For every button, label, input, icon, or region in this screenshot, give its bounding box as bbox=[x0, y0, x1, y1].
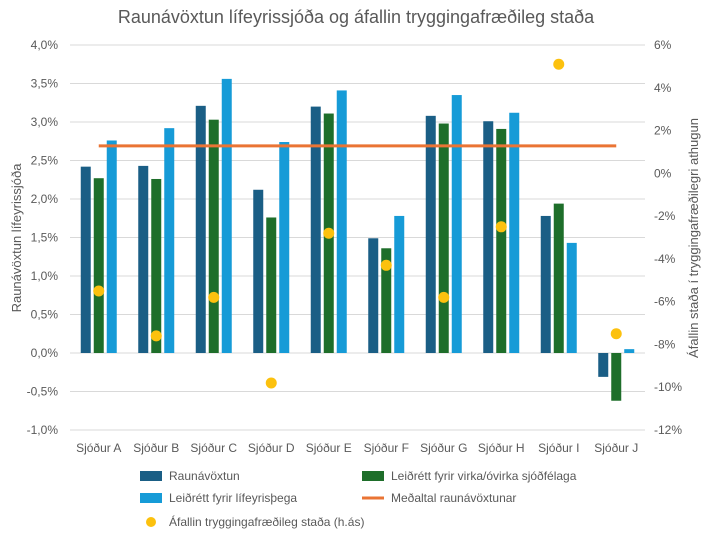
bar-1 bbox=[425, 115, 436, 353]
y2-tick-label: 4% bbox=[654, 81, 672, 95]
y2-tick-label: 0% bbox=[654, 166, 672, 180]
scatter-point bbox=[150, 330, 162, 342]
bar-1 bbox=[540, 215, 551, 353]
bar-2 bbox=[93, 178, 104, 353]
scatter-point bbox=[323, 227, 335, 239]
y-tick-label: 0,0% bbox=[31, 346, 59, 360]
x-tick-label: Sjóður D bbox=[248, 441, 295, 455]
bar-3 bbox=[451, 95, 462, 354]
scatter-point bbox=[438, 291, 450, 303]
bar-2 bbox=[438, 123, 449, 353]
y2-tick-label: 2% bbox=[654, 124, 672, 138]
y-tick-label: 1,0% bbox=[31, 269, 59, 283]
bar-3 bbox=[106, 140, 117, 353]
y2-tick-label: -12% bbox=[654, 423, 682, 437]
y2-tick-label: -2% bbox=[654, 209, 676, 223]
y2-tick-label: -10% bbox=[654, 380, 682, 394]
bar-2 bbox=[553, 203, 564, 353]
scatter-point bbox=[495, 221, 507, 233]
bar-1 bbox=[195, 105, 206, 353]
x-tick-label: Sjóður C bbox=[190, 441, 237, 455]
y-tick-label: 0,5% bbox=[31, 308, 59, 322]
bar-2 bbox=[611, 353, 622, 401]
x-tick-label: Sjóður H bbox=[478, 441, 525, 455]
bar-2 bbox=[381, 248, 392, 353]
bar-2 bbox=[496, 128, 507, 353]
y-tick-label: 2,0% bbox=[31, 192, 59, 206]
y-tick-label: 4,0% bbox=[31, 38, 59, 52]
legend-swatch bbox=[140, 471, 162, 481]
bar-1 bbox=[598, 353, 609, 377]
y-tick-label: 2,5% bbox=[31, 154, 59, 168]
bar-3 bbox=[624, 349, 635, 353]
bar-3 bbox=[566, 242, 577, 353]
scatter-point bbox=[380, 259, 392, 271]
y-tick-label: -0,5% bbox=[27, 385, 59, 399]
bar-3 bbox=[394, 215, 405, 353]
bar-1 bbox=[138, 165, 149, 353]
bar-1 bbox=[80, 166, 91, 353]
bar-1 bbox=[368, 238, 379, 353]
bar-1 bbox=[483, 121, 494, 353]
chart-title: Raunávöxtun lífeyrissjóða og áfallin try… bbox=[118, 7, 595, 27]
bar-1 bbox=[253, 189, 264, 353]
x-tick-label: Sjóður G bbox=[420, 441, 467, 455]
legend-label: Meðaltal raunávöxtunar bbox=[391, 491, 516, 505]
bar-2 bbox=[266, 217, 277, 353]
y2-axis-label: Áfallin staða í tryggingafræðilegri athu… bbox=[686, 118, 701, 358]
legend-label: Raunávöxtun bbox=[169, 469, 240, 483]
legend-swatch bbox=[146, 517, 156, 527]
bar-3 bbox=[279, 142, 290, 353]
x-tick-label: Sjóður F bbox=[364, 441, 409, 455]
bar-1 bbox=[310, 106, 321, 353]
legend-label: Áfallin tryggingafræðileg staða (h.ás) bbox=[169, 514, 364, 529]
y-axis-label: Raunávöxtun lífeyrissjóða bbox=[9, 163, 24, 313]
scatter-point bbox=[553, 58, 565, 70]
bar-3 bbox=[509, 112, 520, 353]
legend-swatch bbox=[362, 471, 384, 481]
scatter-point bbox=[610, 328, 622, 340]
x-tick-label: Sjóður J bbox=[594, 441, 638, 455]
scatter-point bbox=[93, 285, 105, 297]
bar-3 bbox=[336, 90, 347, 354]
x-tick-label: Sjóður I bbox=[538, 441, 579, 455]
x-tick-label: Sjóður B bbox=[133, 441, 179, 455]
y-tick-label: 1,5% bbox=[31, 231, 59, 245]
y2-tick-label: -8% bbox=[654, 337, 676, 351]
x-tick-label: Sjóður E bbox=[306, 441, 352, 455]
y2-tick-label: -4% bbox=[654, 252, 676, 266]
bar-3 bbox=[221, 78, 232, 353]
legend-label: Leiðrétt fyrir lífeyrisþega bbox=[169, 491, 297, 505]
bar-3 bbox=[164, 128, 175, 353]
y2-tick-label: -6% bbox=[654, 295, 676, 309]
y-tick-label: -1,0% bbox=[27, 423, 59, 437]
bar-2 bbox=[208, 119, 219, 353]
legend-swatch bbox=[140, 493, 162, 503]
scatter-point bbox=[265, 377, 277, 389]
x-tick-label: Sjóður A bbox=[76, 441, 121, 455]
scatter-point bbox=[208, 291, 220, 303]
y-tick-label: 3,0% bbox=[31, 115, 59, 129]
legend-label: Leiðrétt fyrir virka/óvirka sjóðfélaga bbox=[391, 469, 577, 483]
bar-2 bbox=[151, 178, 162, 353]
y2-tick-label: 6% bbox=[654, 38, 672, 52]
y-tick-label: 3,5% bbox=[31, 77, 59, 91]
